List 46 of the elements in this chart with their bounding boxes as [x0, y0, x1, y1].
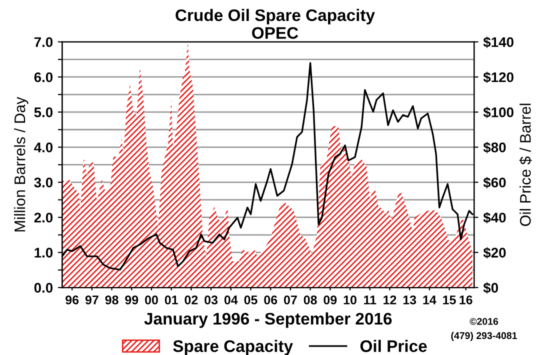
x-tick-label: 12	[384, 296, 396, 304]
chart-title: Crude Oil Spare Capacity	[176, 8, 375, 24]
x-tick-label: 14	[423, 296, 436, 304]
y-tick-label: 7.0	[34, 37, 53, 48]
x-tick-label: 03	[204, 296, 218, 304]
y2-tick-label: $0	[483, 282, 498, 294]
legend-label: Oil Price	[360, 340, 427, 352]
y2-tick-label: $40	[483, 212, 506, 224]
x-tick-label: 06	[264, 296, 278, 304]
y2-axis-title: Oil Price $ / Barrel	[519, 104, 532, 226]
text: ©2016	[470, 318, 498, 325]
x-tick-label: 11	[364, 296, 376, 304]
x-axis-title: January 1996 - September 2016	[144, 312, 392, 328]
y-tick-label: 0.0	[34, 282, 53, 293]
x-tick-label: 02	[184, 296, 198, 304]
x-tick-label: 99	[125, 296, 138, 304]
x-tick-label: 96	[66, 296, 79, 304]
y-tick-label: 6.0	[34, 72, 53, 82]
y-tick-label: 3.0	[34, 178, 53, 188]
y-axis-title: Million Barrels / Day	[14, 96, 28, 232]
y2-tick-label: $80	[483, 142, 506, 154]
y2-tick-label: $20	[483, 247, 506, 259]
x-tick-label: 13	[403, 296, 416, 304]
x-tick-label: 04	[224, 296, 238, 304]
x-tick-label: 98	[105, 296, 118, 304]
x-tick-label: 01	[164, 296, 178, 304]
x-tick-label: 07	[284, 296, 297, 304]
y2-tick-label: $100	[483, 106, 514, 118]
x-tick-label: 09	[324, 296, 337, 304]
y2-tick-label: $60	[483, 176, 506, 188]
x-tick-label: 05	[244, 296, 258, 304]
x-tick-label: 16	[460, 296, 472, 304]
y2-tick-label: $140	[483, 36, 514, 48]
chart-subtitle: OPEC	[252, 27, 298, 39]
y-tick-label: 5.0	[34, 107, 53, 118]
text: (479) 293-4081	[451, 332, 517, 341]
x-tick-label: 00	[145, 296, 158, 304]
x-tick-label: 97	[85, 296, 98, 304]
y-tick-label: 2.0	[34, 212, 53, 223]
x-tick-label: 15	[443, 296, 456, 304]
x-tick-label: 10	[344, 296, 356, 304]
legend-label: Spare Capacity	[173, 340, 293, 355]
y-tick-label: 1.0	[34, 248, 53, 258]
y-tick-label: 4.0	[34, 142, 53, 152]
x-tick-label: 08	[304, 296, 317, 304]
y2-tick-label: $120	[483, 72, 514, 84]
